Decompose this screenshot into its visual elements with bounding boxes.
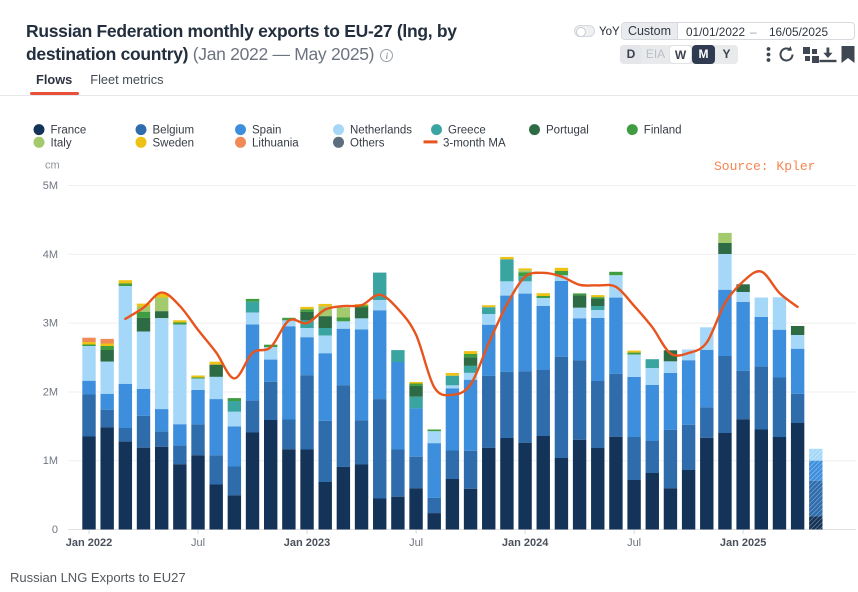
- svg-text:France: France: [51, 125, 87, 137]
- svg-text:Jul: Jul: [627, 537, 641, 549]
- svg-text:Jan 2025: Jan 2025: [720, 537, 766, 549]
- svg-text:Jul: Jul: [191, 537, 205, 549]
- svg-text:Belgium: Belgium: [153, 125, 195, 137]
- svg-text:cm: cm: [45, 160, 60, 172]
- svg-text:Sweden: Sweden: [153, 137, 195, 149]
- svg-text:Jan 2024: Jan 2024: [502, 537, 549, 549]
- svg-text:3-month MA: 3-month MA: [443, 137, 506, 149]
- svg-text:5M: 5M: [43, 180, 58, 192]
- svg-text:Italy: Italy: [51, 137, 72, 149]
- svg-text:Jan 2023: Jan 2023: [284, 537, 330, 549]
- svg-text:0: 0: [52, 524, 58, 536]
- svg-text:4M: 4M: [43, 249, 58, 261]
- svg-text:Others: Others: [350, 137, 385, 149]
- svg-text:Jul: Jul: [409, 537, 423, 549]
- svg-text:Portugal: Portugal: [546, 125, 589, 137]
- svg-text:Finland: Finland: [644, 125, 682, 137]
- svg-text:2M: 2M: [43, 387, 58, 399]
- svg-text:Jan 2022: Jan 2022: [66, 537, 112, 549]
- svg-text:Greece: Greece: [448, 125, 486, 137]
- svg-text:Lithuania: Lithuania: [252, 137, 299, 149]
- svg-text:Netherlands: Netherlands: [350, 125, 412, 137]
- svg-text:Source: Kpler: Source: Kpler: [714, 159, 815, 174]
- svg-text:1M: 1M: [43, 455, 58, 467]
- svg-text:3M: 3M: [43, 318, 58, 330]
- svg-text:Spain: Spain: [252, 125, 281, 137]
